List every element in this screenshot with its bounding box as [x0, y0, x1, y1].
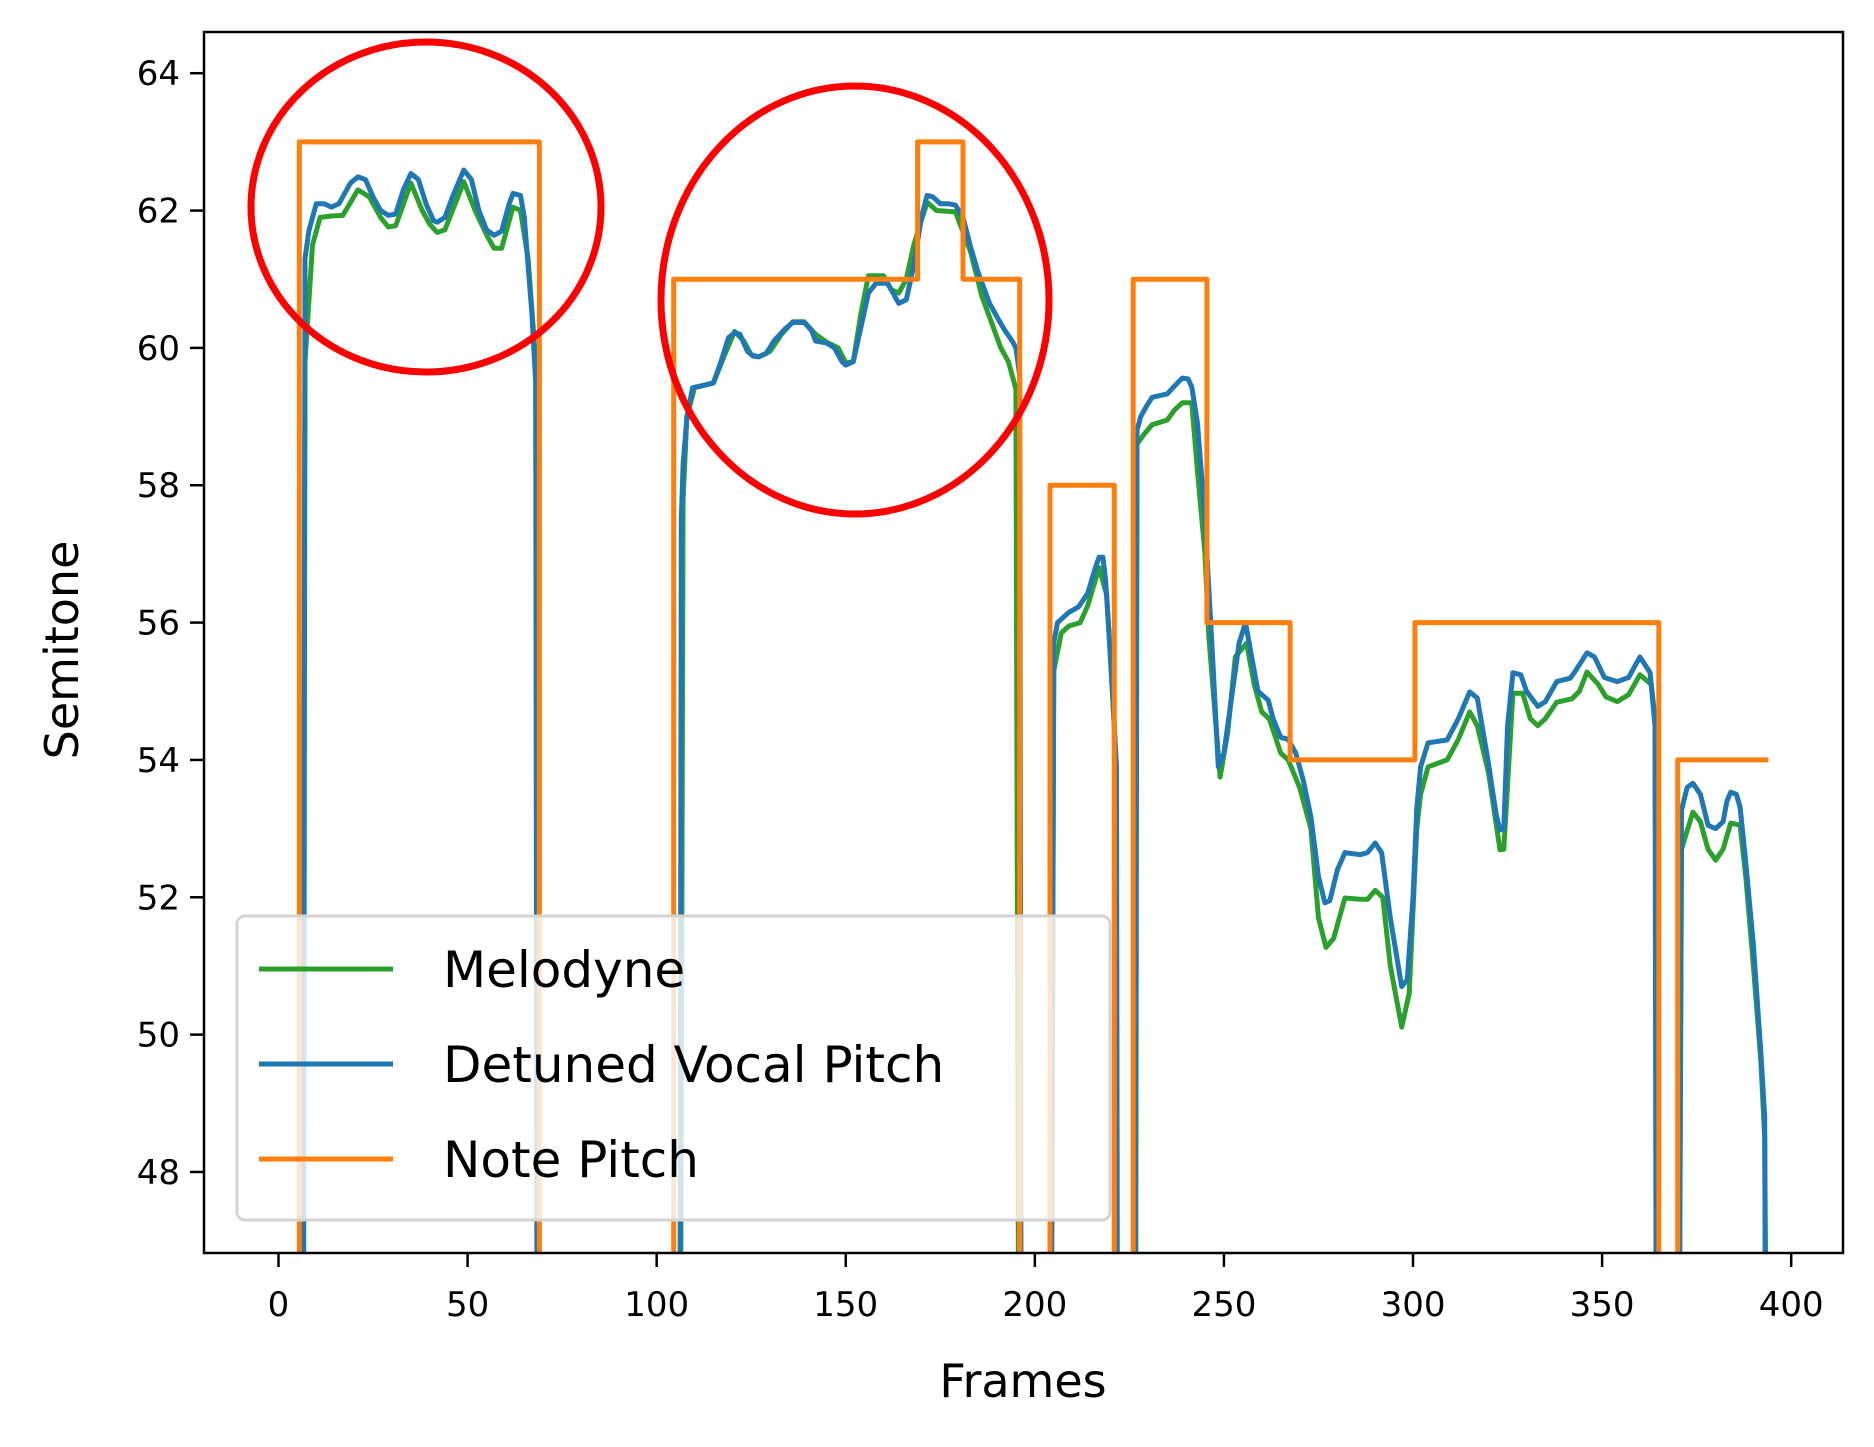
- x-tick-label: 400: [1759, 1285, 1824, 1325]
- red-circle-annotation: [247, 38, 605, 376]
- highlight-circles: [247, 38, 1053, 518]
- y-tick-label: 62: [137, 192, 180, 232]
- series-line: [1675, 757, 1769, 1253]
- series-line: [300, 179, 541, 1253]
- x-tick-label: 50: [446, 1285, 489, 1325]
- y-tick-label: 58: [137, 466, 180, 506]
- x-tick-label: 150: [813, 1285, 878, 1325]
- x-tick-label: 350: [1570, 1285, 1635, 1325]
- x-axis-label: Frames: [939, 1354, 1106, 1408]
- plot-area: [296, 139, 1769, 1253]
- series-line: [301, 167, 540, 1253]
- series-line: [678, 199, 1021, 1253]
- legend-label-melodyne: Melodyne: [443, 941, 685, 999]
- y-tick-label: 52: [137, 878, 180, 918]
- y-tick-label: 64: [137, 54, 180, 94]
- legend-box: [235, 914, 1112, 1222]
- series-line: [671, 139, 1023, 1253]
- series-line: [1677, 809, 1768, 1253]
- y-axis-label: Semitone: [35, 541, 89, 760]
- x-tick-label: 300: [1381, 1285, 1446, 1325]
- y-tick-label: 56: [137, 604, 180, 644]
- y-tick-label: 50: [137, 1016, 180, 1056]
- x-axis-ticks: 0 50 100 150 200 250 300 350 400: [268, 1253, 1824, 1325]
- y-tick-label: 54: [137, 741, 180, 781]
- series-line: [1049, 554, 1120, 1253]
- axes-frame: [202, 30, 1845, 1255]
- series-line: [1677, 780, 1768, 1253]
- y-tick-label: 48: [137, 1153, 180, 1193]
- x-tick-label: 100: [624, 1285, 689, 1325]
- x-tick-label: 200: [1002, 1285, 1067, 1325]
- series-detuned-vocal-pitch: [301, 167, 1768, 1253]
- series-line: [296, 139, 542, 1253]
- legend-label-note-pitch: Note Pitch: [443, 1131, 699, 1189]
- series-note-pitch: [296, 139, 1769, 1253]
- x-tick-label: 250: [1191, 1285, 1256, 1325]
- legend-label-detuned-vocal-pitch: Detuned Vocal Pitch: [443, 1036, 944, 1094]
- legend: Melodyne Detuned Vocal Pitch Note Pitch: [235, 914, 1112, 1222]
- series-line: [1130, 276, 1662, 1253]
- red-circle-annotation: [657, 82, 1053, 518]
- series-line: [1133, 375, 1659, 1253]
- y-tick-label: 60: [137, 329, 180, 369]
- y-axis-ticks: 48 50 52 54 56 58 60 62 64: [137, 54, 204, 1193]
- series-line: [677, 192, 1024, 1253]
- x-tick-label: 0: [268, 1285, 290, 1325]
